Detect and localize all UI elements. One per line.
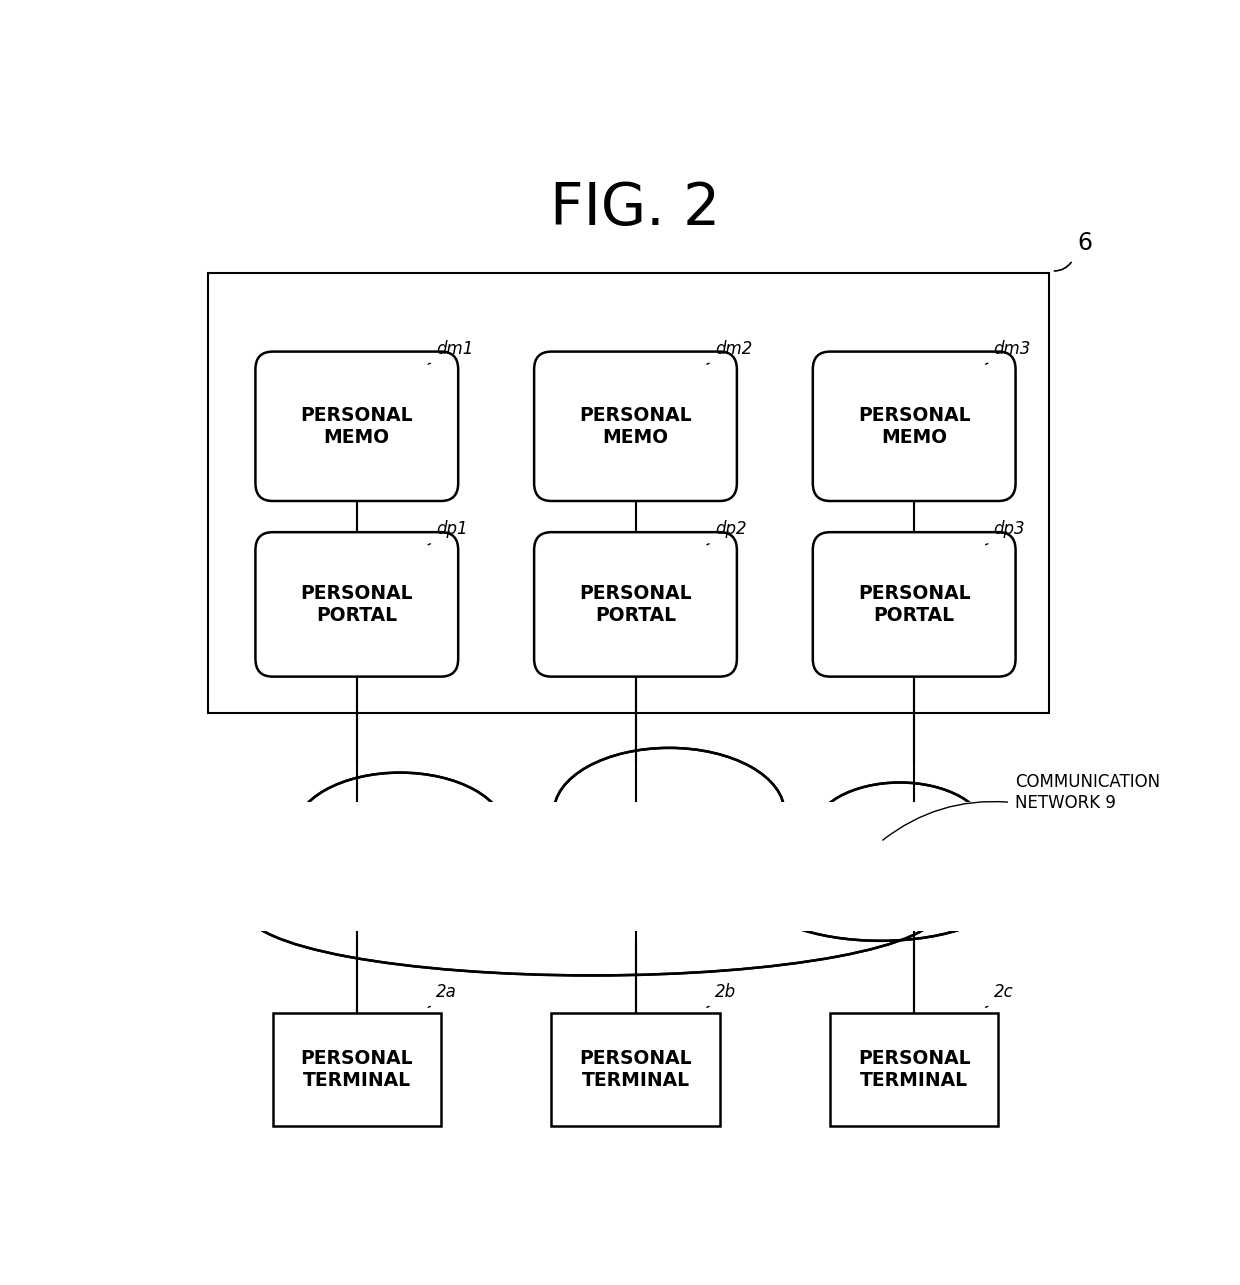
Text: 6: 6 [1078, 231, 1092, 256]
FancyBboxPatch shape [534, 532, 737, 677]
Text: 2b: 2b [714, 983, 735, 1001]
FancyBboxPatch shape [812, 532, 1016, 677]
Text: dp3: dp3 [993, 520, 1025, 538]
FancyBboxPatch shape [255, 352, 459, 501]
Text: PERSONAL
TERMINAL: PERSONAL TERMINAL [858, 1049, 971, 1090]
Bar [155, 763, 1116, 941]
Bar [830, 1013, 998, 1127]
Text: PERSONAL
TERMINAL: PERSONAL TERMINAL [579, 1049, 692, 1090]
Bar [273, 1013, 441, 1127]
Text: PERSONAL
PORTAL: PERSONAL PORTAL [579, 583, 692, 625]
Text: PERSONAL
PORTAL: PERSONAL PORTAL [858, 583, 971, 625]
Bar [131, 802, 1092, 930]
Bar [112, 793, 160, 911]
Text: PERSONAL
TERMINAL: PERSONAL TERMINAL [300, 1049, 413, 1090]
Text: PERSONAL
MEMO: PERSONAL MEMO [579, 406, 692, 447]
Text: 2c: 2c [993, 983, 1013, 1001]
Text: 2a: 2a [436, 983, 458, 1001]
Text: dp2: dp2 [714, 520, 746, 538]
FancyBboxPatch shape [255, 532, 459, 677]
FancyBboxPatch shape [812, 352, 1016, 501]
Text: dp1: dp1 [436, 520, 467, 538]
Text: PERSONAL
PORTAL: PERSONAL PORTAL [300, 583, 413, 625]
Text: dm3: dm3 [993, 339, 1030, 357]
Text: PERSONAL
MEMO: PERSONAL MEMO [300, 406, 413, 447]
Bar [112, 793, 160, 911]
Text: dm1: dm1 [436, 339, 474, 357]
Text: COMMUNICATION
NETWORK 9: COMMUNICATION NETWORK 9 [1016, 774, 1161, 812]
Text: PERSONAL
MEMO: PERSONAL MEMO [858, 406, 971, 447]
Bar [552, 1013, 719, 1127]
Text: FIG. 2: FIG. 2 [551, 180, 720, 238]
FancyBboxPatch shape [534, 352, 737, 501]
Text: dm2: dm2 [714, 339, 753, 357]
Bar [131, 802, 1092, 930]
